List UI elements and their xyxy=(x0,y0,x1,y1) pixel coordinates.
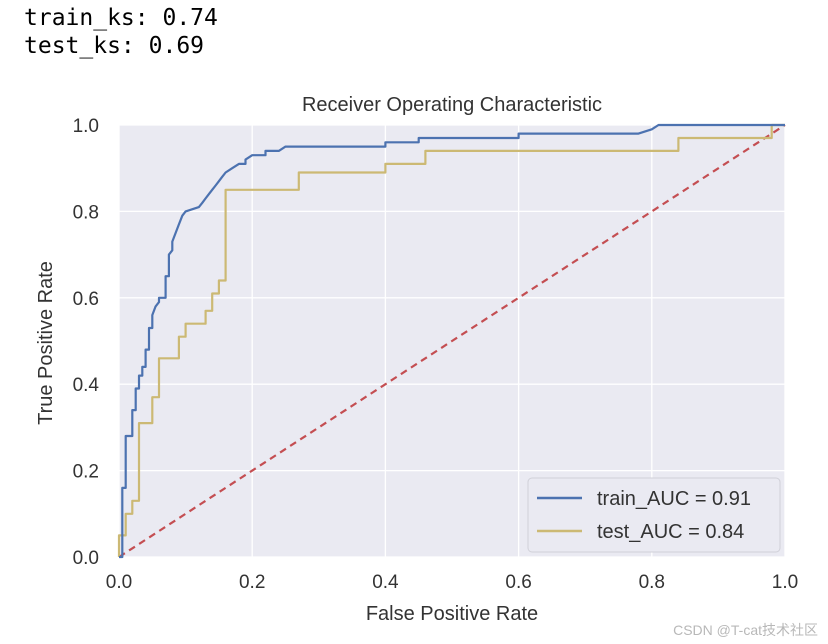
train-roc-curve xyxy=(119,123,785,559)
y-tick-label: 0.2 xyxy=(73,462,99,483)
y-axis-label: True Positive Rate xyxy=(35,261,57,425)
test-roc-curve xyxy=(117,123,785,557)
grid-lines xyxy=(118,124,786,558)
legend: train_AUC = 0.91 test_AUC = 0.84 xyxy=(527,477,781,553)
chart-title: Receiver Operating Characteristic xyxy=(302,94,602,116)
y-tick-label: 0.0 xyxy=(73,548,99,569)
y-tick-label: 1.0 xyxy=(73,116,99,137)
x-tick-label: 1.0 xyxy=(772,572,798,593)
legend-entry: train_AUC = 0.91 xyxy=(597,488,751,510)
test-ks-line: test_ks: 0.69 xyxy=(24,33,205,59)
x-tick-label: 0.8 xyxy=(639,572,665,593)
x-tick-label: 0.2 xyxy=(239,572,265,593)
console-output: train_ks: 0.74 test_ks: 0.69 xyxy=(24,4,218,60)
y-tick-label: 0.4 xyxy=(73,375,100,396)
legend-box xyxy=(527,477,781,553)
watermark: CSDN @T-cat技术社区 xyxy=(673,622,818,638)
legend-entry: test_AUC = 0.84 xyxy=(597,521,744,543)
y-tick-label: 0.8 xyxy=(73,202,99,223)
x-axis-label: False Positive Rate xyxy=(366,603,538,625)
diagonal-reference-line xyxy=(118,124,786,558)
series-lines xyxy=(117,123,786,559)
x-tick-label: 0.6 xyxy=(505,572,531,593)
train-ks-line: train_ks: 0.74 xyxy=(24,5,218,31)
y-tick-label: 0.6 xyxy=(73,289,99,310)
x-tick-label: 0.4 xyxy=(372,572,399,593)
x-tick-label: 0.0 xyxy=(106,572,132,593)
axis-ticks: 0.0 0.2 0.4 0.6 0.8 1.0 0.0 0.2 0.4 0.6 0.8 1.0 xyxy=(73,116,799,593)
